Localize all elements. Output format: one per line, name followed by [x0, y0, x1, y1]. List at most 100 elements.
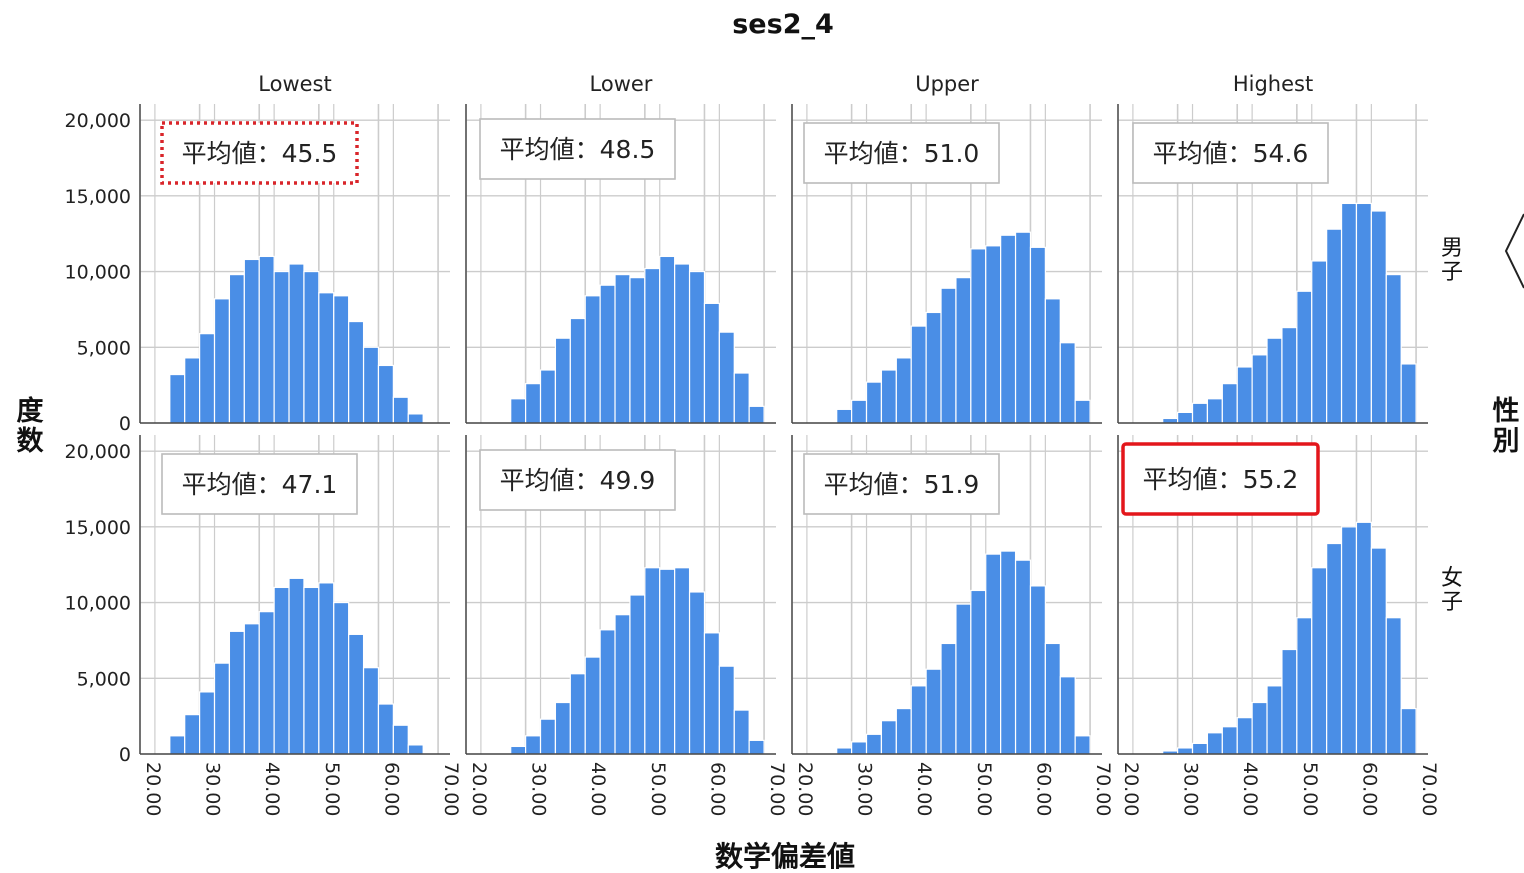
x-tick-label: 30.00 — [854, 762, 876, 816]
histogram-bar — [703, 302, 720, 424]
column-header: Upper — [915, 72, 979, 96]
histogram-bar — [1370, 210, 1387, 424]
histogram-bar — [1014, 231, 1032, 424]
chart-title: ses2_4 — [732, 9, 834, 40]
histogram-bar — [614, 274, 631, 424]
x-tick-label: 60.00 — [706, 762, 728, 816]
histogram-bar — [377, 703, 394, 755]
histogram-bar — [1281, 327, 1298, 424]
y-tick-label: 15,000 — [65, 517, 131, 539]
histogram-bar — [629, 594, 646, 755]
histogram-bar — [1370, 547, 1387, 755]
histogram-bar — [184, 357, 201, 424]
mean-label: 平均値：49.9 — [500, 466, 656, 495]
mean-label: 平均値：45.5 — [182, 139, 338, 168]
x-tick-label: 20.00 — [468, 762, 490, 816]
histogram-bar — [199, 333, 216, 424]
histogram-bar — [910, 325, 927, 424]
x-tick-label: 40.00 — [1239, 762, 1261, 816]
mean-label: 平均値：47.1 — [182, 470, 338, 499]
histogram-bar — [1296, 617, 1313, 755]
histogram-bar — [1177, 747, 1194, 755]
x-tick-label: 30.00 — [528, 762, 550, 816]
mean-label-box — [803, 122, 1000, 184]
histogram-bar — [1251, 354, 1268, 424]
x-tick-label: 70.00 — [766, 762, 788, 816]
histogram-bar — [1191, 742, 1209, 755]
histogram-panel: 平均値：49.9 — [465, 435, 776, 755]
histogram-bar — [970, 589, 987, 755]
histogram-bar — [836, 408, 853, 424]
histogram-bar — [1059, 676, 1076, 755]
histogram-bar — [258, 611, 275, 755]
histogram-bar — [333, 295, 350, 424]
histogram-bar — [539, 369, 557, 424]
histogram-bar — [407, 413, 424, 424]
histogram-bar — [243, 258, 260, 424]
histogram-bar — [1355, 202, 1372, 424]
histogram-bar — [1044, 298, 1061, 424]
x-tick-label: 70.00 — [1418, 762, 1440, 816]
histogram-bar — [584, 656, 601, 755]
collapse-bracket-icon[interactable] — [1504, 213, 1524, 289]
histogram-bar — [1355, 521, 1372, 755]
histogram-bar — [940, 642, 957, 755]
y-tick-label: 5,000 — [77, 337, 131, 359]
column-header: Lower — [590, 72, 653, 96]
histogram-bar — [243, 623, 260, 755]
histogram-bar — [733, 709, 750, 755]
histogram-bar — [955, 603, 972, 755]
histogram-bar — [1000, 234, 1017, 424]
histogram-bar — [1400, 707, 1417, 755]
histogram-bar — [1251, 701, 1268, 755]
histogram-bar — [1206, 398, 1223, 424]
histogram-bar — [1014, 559, 1032, 755]
histogram-bar — [970, 248, 987, 424]
histogram-bar — [525, 383, 542, 424]
histogram-bar — [940, 287, 957, 424]
x-tick-label: 50.00 — [321, 762, 343, 816]
histogram-bar — [1385, 617, 1402, 755]
histogram-bar — [851, 741, 868, 755]
histogram-bar — [318, 292, 335, 424]
histogram-bar — [584, 295, 601, 424]
histogram-bar — [659, 255, 676, 424]
x-tick-label: 40.00 — [913, 762, 935, 816]
histogram-bar — [659, 568, 676, 755]
y-tick-label: 10,000 — [65, 593, 131, 615]
mean-label: 平均値：48.5 — [500, 135, 656, 164]
histogram-bar — [1221, 726, 1238, 755]
histogram-bar — [895, 707, 912, 755]
histogram-bar — [599, 284, 616, 424]
mean-label: 平均値：54.6 — [1153, 139, 1309, 168]
row-label: 女子 — [1441, 566, 1463, 615]
histogram-bar — [629, 277, 646, 424]
y-tick-label: 10,000 — [65, 262, 131, 284]
histogram-bar — [880, 369, 897, 424]
histogram-bar — [955, 277, 972, 424]
histogram-bar — [1044, 642, 1061, 755]
x-tick-label: 70.00 — [440, 762, 462, 816]
histogram-bar — [169, 373, 186, 424]
histogram-bar — [748, 405, 765, 424]
axis-labels: Lowest Lower Upper Highest 0 5,000 10,000 15,00… — [17, 72, 1520, 816]
histogram-bar — [644, 267, 661, 424]
histogram-panel: 平均値：54.6 — [1117, 104, 1428, 424]
histogram-bar — [718, 665, 735, 755]
histogram-bar — [925, 311, 942, 424]
histogram-bar — [1340, 202, 1358, 424]
mean-label-box — [160, 121, 359, 185]
histogram-bar — [1311, 567, 1328, 755]
mean-label: 平均値：51.9 — [824, 470, 980, 499]
histogram-bar — [228, 630, 245, 755]
panel-area: 平均値：45.5 平均値：48.5 平均値：51.0 平均値：54.6 平均値：47.1… — [139, 104, 1428, 755]
histogram-panel: 平均値：51.9 — [791, 435, 1102, 755]
histogram-bar — [569, 317, 586, 424]
x-tick-label: 60.00 — [1358, 762, 1380, 816]
histogram-bar — [377, 364, 394, 424]
histogram-bar — [1385, 274, 1402, 424]
x-tick-label: 20.00 — [1120, 762, 1142, 816]
histogram-bar — [184, 714, 201, 755]
histogram-bar — [1236, 717, 1253, 755]
